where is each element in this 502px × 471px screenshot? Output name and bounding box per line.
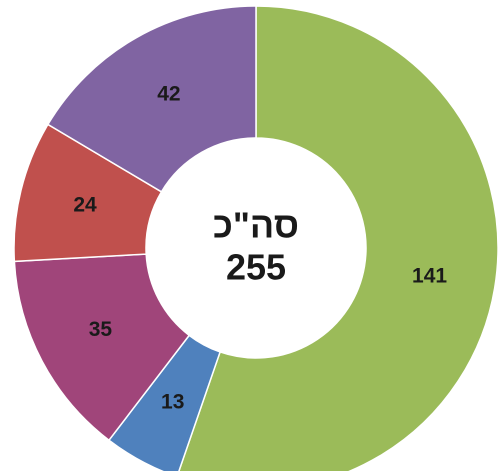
slice-label: 24	[73, 194, 97, 217]
slice-label: 35	[89, 318, 113, 341]
slice-label: 13	[161, 391, 184, 414]
slice-label: 42	[157, 83, 180, 106]
slices	[13, 5, 499, 471]
center-total: 255	[226, 247, 286, 288]
center-hole	[146, 138, 366, 358]
slice-label: 141	[412, 265, 447, 288]
center-label: סה"כ	[213, 205, 299, 246]
